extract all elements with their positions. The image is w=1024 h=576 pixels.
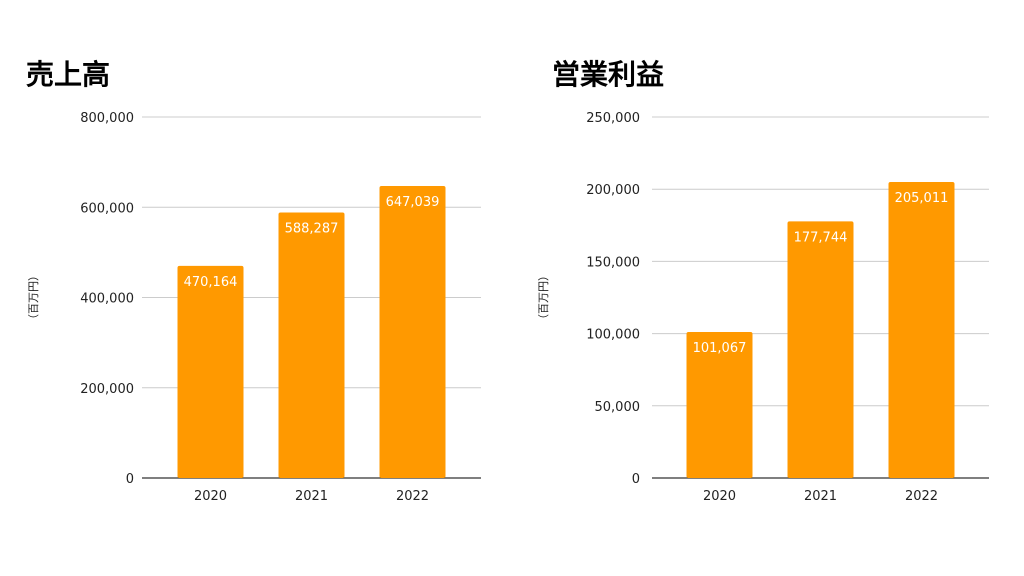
operating-profit-bar-2020 [686, 332, 753, 478]
operating-profit-bar-2022 [888, 181, 955, 478]
revenue-bar-2022 [379, 186, 446, 478]
operating-profit-bar-value-label: 177,744 [794, 230, 848, 245]
revenue-x-tick-label: 2020 [194, 489, 227, 504]
revenue-bar-value-label: 647,039 [386, 195, 440, 210]
operating-profit-chart: 営業利益 0 50,000 100,000 150,000 200,000 250,000 （… [537, 58, 989, 504]
revenue-y-tick-label: 0 [126, 472, 134, 487]
revenue-bar-value-label: 588,287 [285, 222, 339, 237]
revenue-y-tick-label: 200,000 [80, 382, 134, 397]
revenue-y-tick-label: 400,000 [80, 292, 134, 307]
operating-profit-x-tick-label: 2020 [703, 489, 736, 504]
operating-profit-y-tick-label: 0 [632, 472, 640, 487]
operating-profit-x-tick-label: 2022 [905, 489, 938, 504]
revenue-chart: 売上高 0 200,000 400,000 600,000 800,000 （百万円） 470… [26, 58, 481, 504]
operating-profit-bar-2021 [787, 221, 854, 479]
operating-profit-y-tick-label: 50,000 [595, 400, 641, 415]
revenue-y-tick-label: 800,000 [80, 111, 134, 126]
operating-profit-chart-title: 営業利益 [552, 58, 664, 91]
operating-profit-y-tick-label: 100,000 [586, 328, 640, 343]
operating-profit-bar-value-label: 205,011 [895, 191, 949, 206]
operating-profit-bar-value-label: 101,067 [693, 341, 747, 356]
revenue-bar-2020 [177, 265, 244, 478]
operating-profit-y-tick-label: 250,000 [586, 111, 640, 126]
operating-profit-y-tick-label: 200,000 [586, 183, 640, 198]
operating-profit-y-tick-label: 150,000 [586, 255, 640, 270]
revenue-x-tick-label: 2022 [396, 489, 429, 504]
revenue-y-axis-title: （百万円） [27, 270, 40, 325]
operating-profit-y-axis-title: （百万円） [537, 270, 550, 325]
revenue-x-tick-label: 2021 [295, 489, 328, 504]
revenue-y-tick-label: 600,000 [80, 201, 134, 216]
revenue-chart-title: 売上高 [26, 58, 110, 91]
operating-profit-x-tick-label: 2021 [804, 489, 837, 504]
revenue-bar-2021 [278, 212, 345, 478]
revenue-bar-value-label: 470,164 [184, 275, 238, 290]
